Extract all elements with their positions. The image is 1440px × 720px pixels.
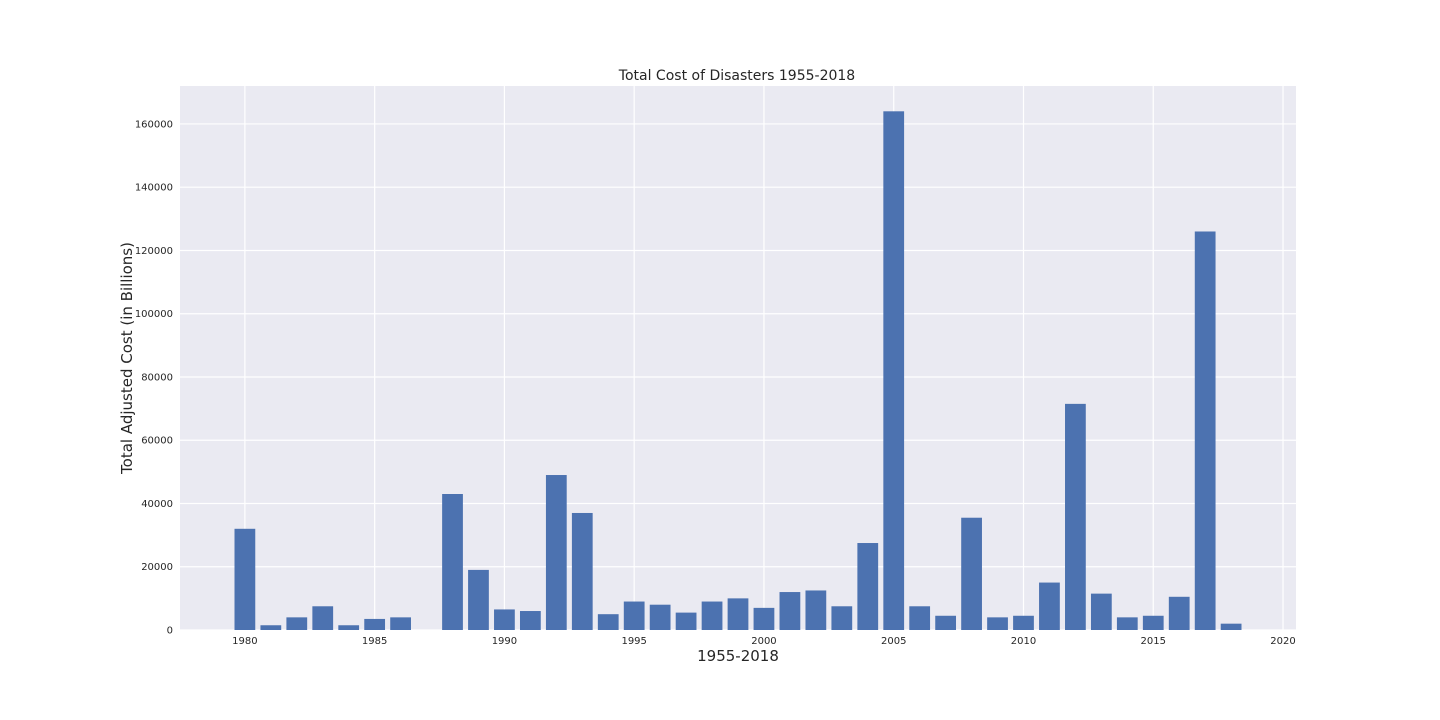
bar-2002 [805, 590, 827, 630]
bar-1989 [468, 569, 489, 630]
bar-1997 [675, 612, 697, 630]
bar-1999 [727, 598, 749, 630]
bar-2017 [1194, 231, 1216, 630]
bar-1992 [545, 475, 567, 630]
bar-2012 [1065, 403, 1086, 630]
bar-1991 [519, 611, 541, 630]
bar-1981 [260, 625, 282, 630]
bar-2003 [831, 606, 853, 630]
chart-title: Total Cost of Disasters 1955-2018 [618, 68, 855, 84]
bar-1993 [571, 512, 593, 630]
bar-2006 [909, 606, 931, 630]
x-tick-label: 1995 [621, 636, 646, 647]
bar-1996 [649, 604, 671, 630]
plot-area [180, 86, 1296, 630]
bar-1982 [286, 617, 308, 630]
bar-1986 [390, 617, 411, 630]
bar-1980 [234, 528, 256, 630]
bar-2009 [987, 617, 1008, 630]
bar-2005 [883, 111, 905, 631]
y-tick-label: 60000 [141, 436, 173, 447]
x-tick-label: 2010 [1011, 636, 1036, 647]
x-tick-label: 1990 [492, 636, 517, 647]
bar-2004 [857, 543, 879, 630]
x-axis-ticks: 1980 1985 1990 1995 2000 2005 2010 2015 2020 [232, 636, 1296, 647]
bar-2011 [1039, 582, 1060, 630]
bar-1994 [597, 614, 619, 630]
bar-2018 [1220, 623, 1242, 630]
y-tick-label: 140000 [135, 183, 173, 194]
bar-1990 [494, 609, 515, 630]
bar-1984 [338, 625, 360, 630]
x-tick-label: 1980 [232, 636, 257, 647]
bar-1983 [312, 606, 334, 630]
x-tick-label: 2015 [1141, 636, 1166, 647]
bars [234, 111, 1242, 631]
bar-2013 [1090, 593, 1112, 630]
x-tick-label: 2005 [881, 636, 906, 647]
x-tick-label: 2020 [1270, 636, 1295, 647]
x-tick-label: 2000 [751, 636, 776, 647]
bar-2007 [935, 615, 957, 630]
y-tick-label: 160000 [135, 119, 173, 130]
bar-2001 [779, 592, 801, 630]
bar-1985 [364, 618, 386, 630]
y-axis-ticks: 0 20000 40000 60000 80000 100000 120000 140000 1… [135, 119, 173, 636]
y-tick-label: 80000 [141, 372, 173, 383]
y-tick-label: 100000 [135, 309, 173, 320]
bar-2015 [1142, 615, 1164, 630]
bar-2016 [1168, 596, 1190, 630]
bar-1995 [623, 601, 645, 630]
x-axis-label: 1955-2018 [697, 647, 779, 665]
y-tick-label: 40000 [141, 499, 173, 510]
bar-1988 [442, 494, 463, 630]
y-tick-label: 20000 [141, 562, 173, 573]
bar-2000 [753, 607, 775, 630]
bar-1998 [701, 601, 723, 630]
bar-2008 [961, 517, 982, 630]
y-tick-label: 0 [167, 626, 173, 637]
bar-2010 [1013, 615, 1034, 630]
x-tick-label: 1985 [362, 636, 387, 647]
y-tick-label: 120000 [135, 246, 173, 257]
bar-2014 [1116, 617, 1138, 630]
y-axis-label: Total Adjusted Cost (in Billions) [118, 242, 136, 475]
